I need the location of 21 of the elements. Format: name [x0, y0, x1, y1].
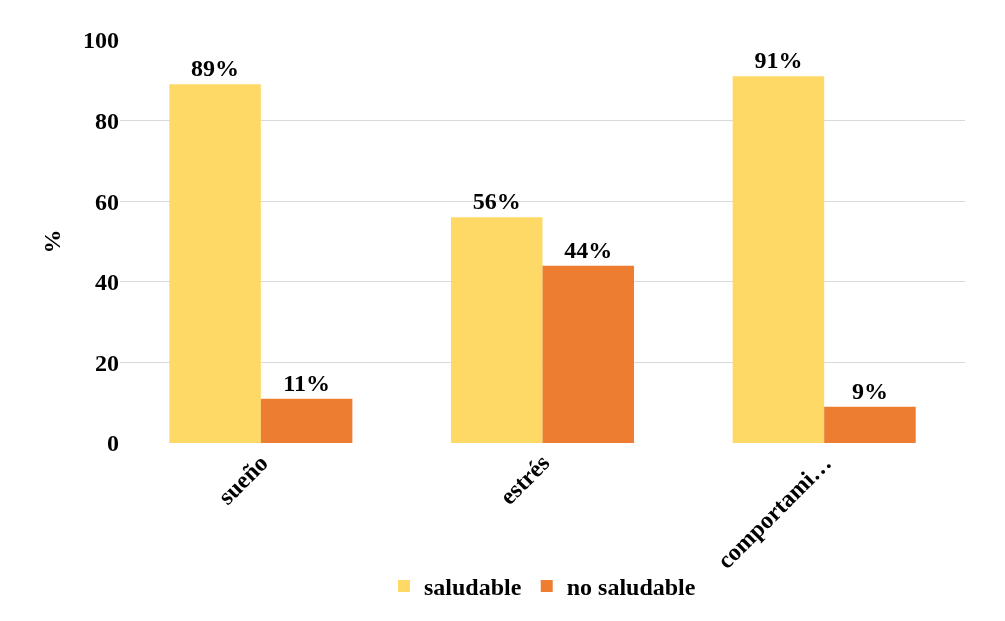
- y-tick-label: 0: [107, 430, 119, 457]
- bar: [732, 76, 825, 443]
- y-tick-label: 40: [95, 269, 119, 296]
- legend-label: saludable: [424, 574, 522, 601]
- bar: [260, 398, 353, 443]
- bar: [450, 217, 543, 443]
- data-label: 56%: [472, 188, 521, 215]
- data-label: 91%: [754, 47, 803, 74]
- data-label: 44%: [564, 236, 613, 263]
- data-label: 11%: [283, 369, 330, 396]
- y-axis-title: %: [39, 229, 66, 254]
- data-label: 9%: [851, 377, 888, 404]
- legend-label: no saludable: [566, 574, 696, 601]
- data-label: 89%: [191, 55, 240, 82]
- bar: [824, 406, 916, 443]
- bar: [542, 265, 635, 443]
- bar: [169, 84, 261, 443]
- y-tick-label: 60: [95, 188, 119, 215]
- y-tick-label: 100: [83, 27, 119, 54]
- y-tick-label: 80: [95, 108, 119, 134]
- y-tick-label: 20: [95, 349, 119, 376]
